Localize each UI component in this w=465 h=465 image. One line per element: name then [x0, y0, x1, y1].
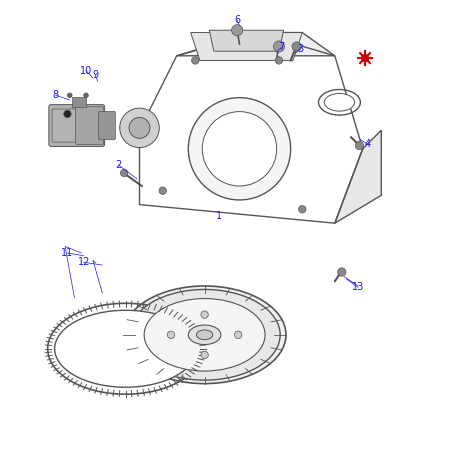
Ellipse shape [123, 286, 286, 384]
FancyBboxPatch shape [72, 97, 86, 107]
Text: 13: 13 [352, 282, 364, 292]
Ellipse shape [120, 108, 159, 148]
FancyBboxPatch shape [49, 105, 105, 146]
Ellipse shape [55, 310, 197, 387]
Circle shape [338, 268, 346, 276]
Ellipse shape [188, 325, 221, 345]
Text: 11: 11 [61, 248, 73, 258]
Text: 3: 3 [297, 44, 303, 54]
Circle shape [201, 311, 208, 319]
Circle shape [299, 206, 306, 213]
Polygon shape [335, 130, 381, 223]
Text: 12: 12 [78, 257, 90, 267]
Ellipse shape [202, 112, 277, 186]
Ellipse shape [144, 299, 265, 371]
Text: 7: 7 [278, 42, 285, 53]
FancyBboxPatch shape [99, 112, 115, 140]
Text: 2: 2 [115, 160, 122, 170]
Polygon shape [191, 33, 302, 60]
FancyBboxPatch shape [75, 107, 104, 144]
Text: 9: 9 [92, 70, 99, 80]
Text: 10: 10 [80, 66, 92, 76]
Circle shape [67, 93, 72, 98]
Ellipse shape [129, 289, 280, 380]
Circle shape [159, 187, 166, 194]
Text: 1: 1 [215, 211, 222, 221]
Text: 8: 8 [53, 90, 59, 100]
Ellipse shape [196, 330, 213, 339]
Ellipse shape [129, 117, 150, 139]
Circle shape [201, 351, 208, 359]
Circle shape [120, 169, 128, 177]
Polygon shape [209, 30, 284, 51]
Circle shape [275, 57, 283, 64]
Circle shape [234, 331, 242, 339]
Ellipse shape [324, 93, 354, 111]
Text: 6: 6 [234, 15, 240, 26]
Circle shape [232, 25, 243, 36]
Circle shape [64, 110, 71, 118]
Circle shape [292, 42, 301, 51]
Text: 4: 4 [364, 139, 371, 149]
Circle shape [167, 331, 175, 339]
Circle shape [84, 93, 88, 98]
Polygon shape [177, 33, 335, 56]
Circle shape [192, 57, 199, 64]
Ellipse shape [188, 98, 291, 200]
Circle shape [361, 54, 369, 62]
Circle shape [273, 41, 285, 52]
FancyBboxPatch shape [52, 109, 78, 142]
Circle shape [355, 141, 364, 150]
